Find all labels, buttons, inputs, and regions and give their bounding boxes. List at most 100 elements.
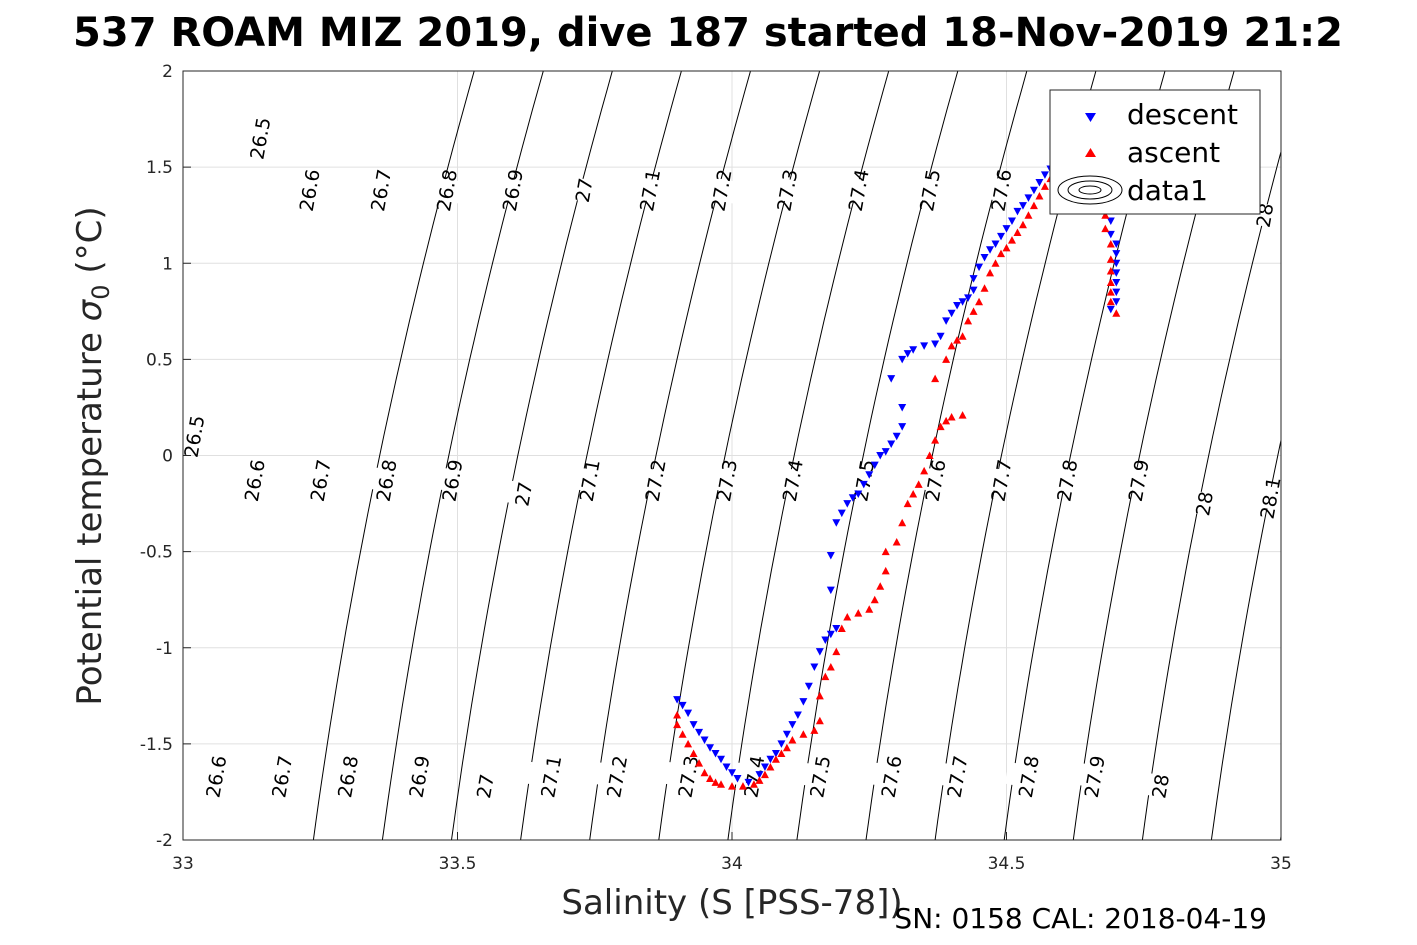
- descent-point: [689, 721, 698, 729]
- descent-point: [892, 432, 901, 441]
- isopycnal-label-gap: [362, 465, 410, 496]
- descent-point: [936, 332, 945, 341]
- ascent-point: [1040, 182, 1049, 190]
- ascent-point: [788, 736, 797, 744]
- ascent-point: [815, 691, 824, 700]
- calibration-footer: SN: 0158 CAL: 2018-04-19: [894, 902, 1267, 935]
- isopycnal-label: 27: [473, 773, 499, 801]
- isopycnal-label-gap: [933, 761, 981, 792]
- descent-point: [931, 340, 940, 348]
- ascent-point: [771, 755, 780, 763]
- y-tick-label: -0.5: [140, 543, 173, 563]
- ascent-point: [1013, 228, 1022, 236]
- descent-point: [876, 452, 885, 460]
- descent-point: [1029, 186, 1038, 195]
- ascent-point: [689, 749, 698, 757]
- chart-title: 537 ROAM MIZ 2019, dive 187 started 18-N…: [73, 10, 1343, 56]
- ascent-point: [997, 249, 1006, 258]
- descent-point: [711, 749, 720, 758]
- descent-point: [859, 480, 868, 489]
- ascent-point: [782, 743, 791, 752]
- descent-point: [969, 275, 978, 283]
- descent-point: [695, 728, 704, 737]
- isopycnal-label-gap: [1004, 761, 1053, 792]
- ascent-point: [958, 332, 967, 340]
- ascent-point: [695, 759, 704, 767]
- ascent-point: [986, 268, 995, 277]
- isopycnal-label: 27: [511, 480, 537, 508]
- descent-point: [958, 298, 967, 306]
- descent-point: [887, 375, 896, 383]
- ascent-point: [1106, 297, 1115, 306]
- descent-point: [678, 701, 687, 710]
- ascent-point: [684, 739, 693, 748]
- legend-descent-label: descent: [1127, 98, 1238, 131]
- y-axis: -2 -1.5 -1 -0.5 0 0.5 1 1.5 2: [140, 62, 191, 851]
- legend: descent ascent data1: [1049, 89, 1261, 215]
- ascent-point: [738, 782, 747, 790]
- descent-point: [1112, 298, 1121, 306]
- isopycnal-label-gap: [763, 175, 811, 205]
- ascent-point: [931, 374, 940, 383]
- ascent-point: [942, 355, 951, 363]
- ascent-point: [673, 720, 682, 729]
- ascent-point: [914, 480, 923, 488]
- isopycnal-label-gap: [834, 175, 882, 205]
- ascent-point: [865, 605, 874, 613]
- isopycnal-label-gap: [1246, 483, 1294, 513]
- descent-point: [1007, 217, 1016, 225]
- x-axis: 33 33.5 34 34.5 35: [172, 832, 1292, 874]
- isopycnal-label-gap: [428, 465, 476, 496]
- descent-point: [969, 286, 978, 295]
- descent-point: [898, 423, 907, 431]
- ascent-point: [1024, 211, 1033, 219]
- x-axis-label: Salinity (S [PSS-78]): [561, 883, 902, 923]
- descent-point: [706, 744, 715, 752]
- ascent-point: [854, 609, 863, 617]
- ascent-point: [706, 774, 715, 782]
- y-tick-label: -2: [156, 831, 173, 851]
- ascent-point: [760, 770, 769, 779]
- ascent-point: [975, 297, 984, 306]
- ascent-point: [678, 730, 687, 738]
- ascent-point: [799, 730, 808, 738]
- descent-point: [782, 730, 791, 739]
- isopycnal-label-gap: [1070, 761, 1118, 792]
- isopycnal-label-gap: [395, 761, 443, 792]
- descent-point: [837, 509, 846, 518]
- isopycnal-label-gap: [977, 175, 1025, 205]
- ascent-point: [920, 466, 929, 475]
- ascent-point: [898, 518, 907, 527]
- y-tick-label: 1.5: [146, 158, 173, 178]
- descent-point: [810, 663, 819, 671]
- ascent-point: [876, 582, 885, 590]
- descent-point: [848, 494, 857, 502]
- descent-point: [821, 636, 830, 645]
- isopycnal-label-gap: [285, 175, 333, 205]
- descent-point: [997, 232, 1006, 241]
- isopycnal-label-gap: [631, 465, 679, 496]
- descent-point: [975, 263, 984, 272]
- descent-point: [777, 740, 786, 748]
- isopycnal-label-gap: [768, 465, 816, 496]
- ascent-point: [931, 436, 940, 444]
- descent-point: [1112, 269, 1121, 277]
- ascent-point: [832, 647, 841, 656]
- isopycnal-label: 27: [572, 177, 598, 205]
- ascent-point: [749, 780, 758, 788]
- descent-point: [953, 302, 962, 310]
- ascent-point: [711, 778, 720, 786]
- isopycnal-label-gap: [560, 175, 608, 205]
- isopycnal-label-gap: [230, 465, 278, 496]
- descent-point: [887, 440, 896, 448]
- ascent-point: [925, 451, 934, 459]
- x-tick-label: 33: [172, 854, 194, 874]
- isopycnal-label-gap: [664, 761, 712, 792]
- x-tick-label: 33.5: [439, 854, 477, 874]
- ascent-point: [755, 776, 764, 784]
- descent-point: [673, 696, 682, 704]
- descent-point: [799, 698, 808, 706]
- ascent-point: [1007, 236, 1016, 244]
- y-axis-label-sigma: σ: [70, 298, 110, 321]
- descent-point: [1106, 230, 1115, 239]
